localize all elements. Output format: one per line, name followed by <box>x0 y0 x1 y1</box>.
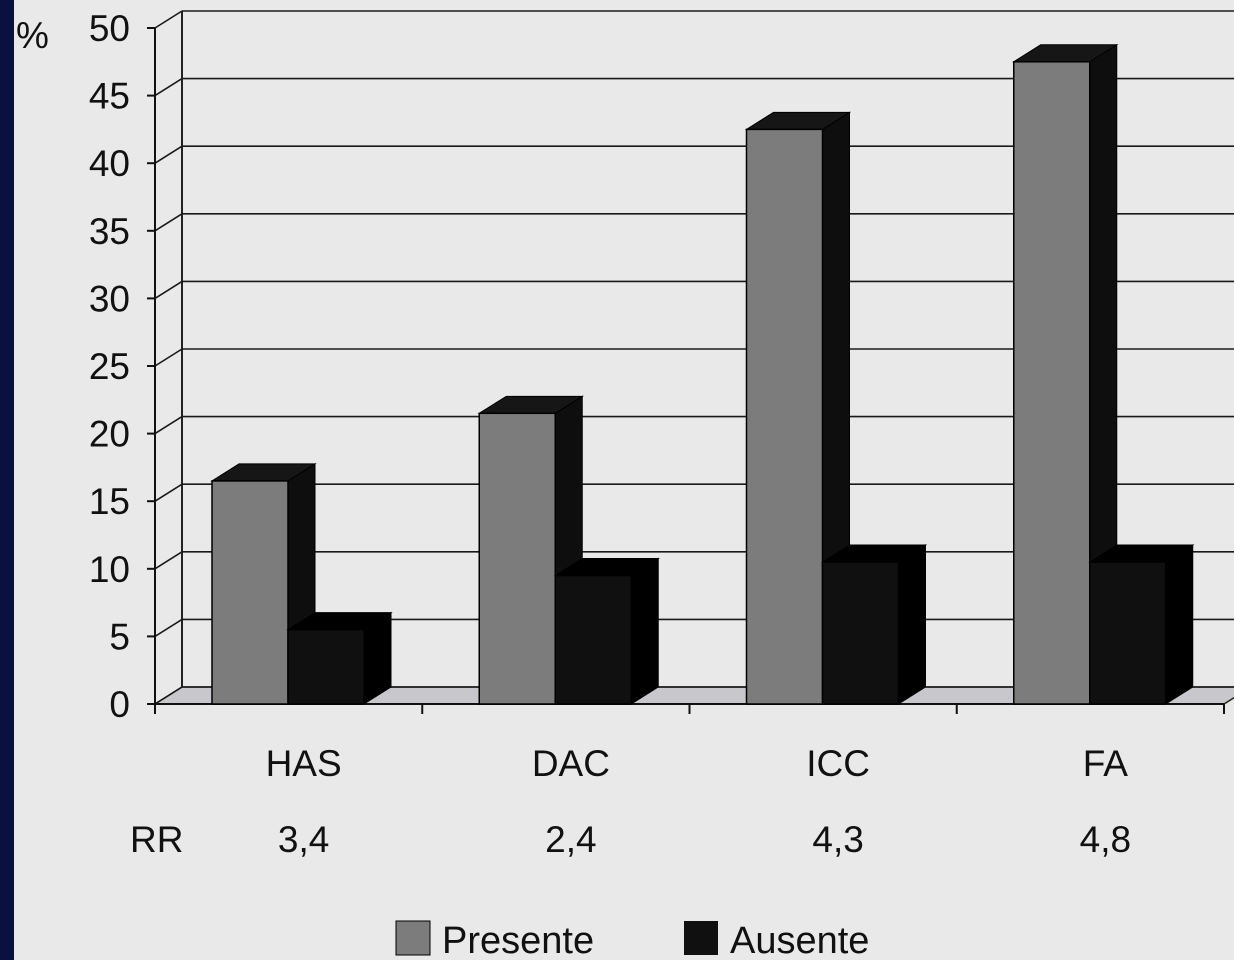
bar-presente-fa <box>1012 43 1119 705</box>
bar-front <box>287 628 365 705</box>
y-tick-label: 45 <box>89 76 130 117</box>
legend-label-presente: Presente <box>442 920 594 960</box>
bar-presente-dac <box>477 395 584 705</box>
rr-value-has: 3,4 <box>278 819 329 860</box>
gridline-diagonal <box>154 77 183 97</box>
labels-layer: % RR 0 5 10 15 20 25 30 35 40 45 50 HAS 3,4 DAC 2,4 ICC… <box>16 8 1131 860</box>
bar-front <box>554 574 632 705</box>
bar-side <box>898 544 926 705</box>
gridline-diagonal <box>154 415 183 435</box>
gridline-diagonal <box>154 483 183 502</box>
y-tick-label: 20 <box>89 414 130 455</box>
y-tick-label: 25 <box>89 346 130 387</box>
legend-swatch-presente <box>395 920 431 956</box>
gridline-diagonal <box>154 551 183 570</box>
x-category-label-has: HAS <box>266 743 342 784</box>
bar-front <box>821 561 900 705</box>
gridline-diagonal <box>154 618 183 638</box>
y-tick-label: 5 <box>109 616 130 657</box>
gridline-diagonal <box>154 10 183 29</box>
x-category-label-dac: DAC <box>532 743 610 784</box>
bar-front <box>478 412 556 705</box>
y-tick-label: 50 <box>89 8 130 49</box>
y-tick-label: 30 <box>89 278 130 319</box>
y-tick-label: 35 <box>89 211 130 252</box>
bar-ausente-dac <box>553 557 660 705</box>
rr-value-icc: 4,3 <box>812 819 863 860</box>
y-tick-label: 10 <box>89 549 130 590</box>
x-category-label-fa: FA <box>1083 743 1129 784</box>
gridline-diagonal <box>154 145 183 164</box>
x-category-label-icc: ICC <box>806 743 870 784</box>
gridline-diagonal <box>154 348 183 367</box>
bar-side <box>1165 544 1194 705</box>
bar-ausente-fa <box>1088 544 1195 705</box>
bar-front <box>211 480 289 705</box>
legend-label-ausente: Ausente <box>730 920 869 960</box>
y-axis-unit: % <box>16 15 49 56</box>
gridline-diagonal <box>154 686 183 705</box>
gridline-diagonal <box>154 213 183 232</box>
bar-front <box>745 128 824 705</box>
legend-swatch-ausente <box>684 921 718 955</box>
y-tick-label: 0 <box>109 684 130 725</box>
bar-front <box>1089 561 1167 705</box>
y-tick-label: 15 <box>89 481 130 522</box>
y-tick-label: 40 <box>89 143 130 184</box>
legend: Presente Ausente <box>395 920 869 960</box>
gridline-diagonal <box>154 280 183 300</box>
bar-side <box>630 557 659 705</box>
bar-ausente-has <box>286 611 393 705</box>
bar-ausente-icc <box>820 544 928 705</box>
bar-front <box>1013 61 1091 705</box>
rr-value-fa: 4,8 <box>1080 819 1131 860</box>
bars-layer <box>210 43 1195 705</box>
rr-row-label: RR <box>130 819 183 860</box>
rr-value-dac: 2,4 <box>545 819 596 860</box>
